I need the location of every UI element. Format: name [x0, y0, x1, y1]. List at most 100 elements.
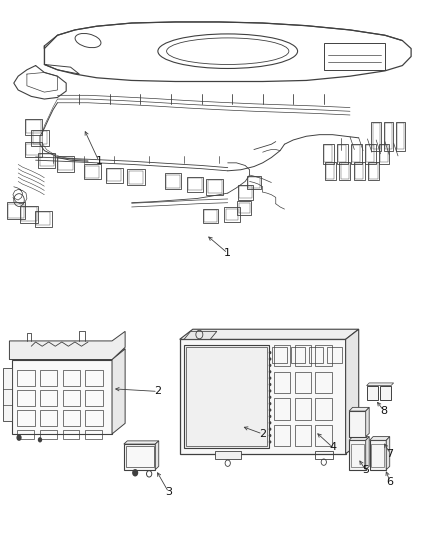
Circle shape	[269, 415, 272, 418]
Text: 2: 2	[259, 429, 266, 439]
Bar	[290, 348, 305, 364]
Bar	[309, 348, 323, 364]
Circle shape	[269, 408, 272, 411]
Bar	[351, 144, 361, 164]
Polygon shape	[370, 437, 390, 440]
Bar	[17, 369, 35, 385]
Bar	[31, 130, 49, 146]
Polygon shape	[349, 407, 369, 411]
Bar	[17, 390, 35, 406]
Bar	[371, 443, 385, 467]
Bar	[274, 425, 290, 446]
Bar	[127, 169, 145, 185]
Polygon shape	[366, 407, 369, 437]
Circle shape	[269, 389, 272, 392]
Bar	[366, 146, 374, 163]
Bar	[184, 345, 269, 448]
Bar	[368, 161, 379, 180]
Bar	[326, 163, 335, 179]
Circle shape	[269, 395, 272, 399]
Text: 7: 7	[387, 449, 394, 458]
Bar	[371, 122, 381, 151]
Polygon shape	[10, 332, 125, 360]
Bar	[25, 119, 42, 135]
Circle shape	[269, 427, 272, 431]
Text: 2: 2	[154, 386, 162, 397]
Text: 5: 5	[362, 465, 369, 474]
Bar	[26, 120, 41, 133]
Bar	[349, 411, 366, 437]
Bar	[17, 430, 34, 439]
Bar	[367, 385, 378, 400]
Circle shape	[269, 351, 272, 354]
Bar	[12, 360, 112, 434]
Bar	[324, 146, 332, 163]
Bar	[294, 372, 311, 393]
Bar	[63, 410, 80, 426]
Circle shape	[269, 421, 272, 424]
Bar	[215, 451, 241, 459]
Bar	[63, 390, 80, 406]
Bar	[85, 369, 103, 385]
Bar	[165, 173, 181, 189]
Bar	[239, 203, 250, 213]
Bar	[208, 180, 222, 193]
Bar	[206, 179, 223, 195]
Bar	[396, 122, 406, 151]
Bar	[85, 166, 99, 177]
Circle shape	[16, 434, 21, 441]
Bar	[397, 123, 404, 149]
Bar	[355, 163, 363, 179]
Polygon shape	[180, 329, 359, 340]
Bar	[21, 207, 37, 221]
Text: 4: 4	[329, 442, 336, 452]
Bar	[36, 212, 50, 225]
Bar	[380, 385, 391, 400]
Text: 3: 3	[165, 488, 172, 497]
Bar	[106, 167, 123, 182]
Bar	[186, 348, 267, 446]
Bar	[20, 206, 38, 223]
Bar	[274, 372, 290, 393]
Bar	[339, 161, 350, 180]
Bar	[40, 410, 57, 426]
Bar	[354, 161, 364, 180]
Bar	[364, 144, 375, 164]
Polygon shape	[349, 437, 369, 440]
Bar	[85, 410, 103, 426]
Bar	[203, 208, 218, 223]
Bar	[224, 207, 240, 222]
Bar	[40, 390, 57, 406]
Bar	[351, 443, 364, 467]
Polygon shape	[386, 437, 390, 470]
Bar	[378, 144, 389, 164]
Bar	[126, 446, 153, 467]
Bar	[338, 146, 346, 163]
Circle shape	[132, 469, 138, 477]
Bar	[124, 444, 155, 470]
Bar	[188, 178, 202, 190]
Text: 1: 1	[224, 248, 231, 258]
Bar	[180, 340, 346, 454]
Bar	[294, 398, 311, 419]
Bar	[85, 390, 103, 406]
Bar	[38, 153, 55, 167]
Bar	[58, 158, 73, 170]
Bar	[327, 348, 342, 364]
Polygon shape	[124, 441, 159, 444]
Bar	[63, 430, 79, 439]
Bar	[315, 372, 332, 393]
Bar	[57, 156, 74, 172]
Circle shape	[269, 440, 272, 443]
Circle shape	[269, 370, 272, 373]
Bar	[315, 451, 332, 459]
Circle shape	[269, 364, 272, 367]
Bar	[294, 345, 311, 367]
Bar	[349, 440, 366, 470]
Polygon shape	[12, 349, 125, 360]
Bar	[274, 398, 290, 419]
Bar	[315, 345, 332, 367]
Bar	[323, 144, 334, 164]
Bar	[17, 410, 35, 426]
Bar	[352, 146, 360, 163]
